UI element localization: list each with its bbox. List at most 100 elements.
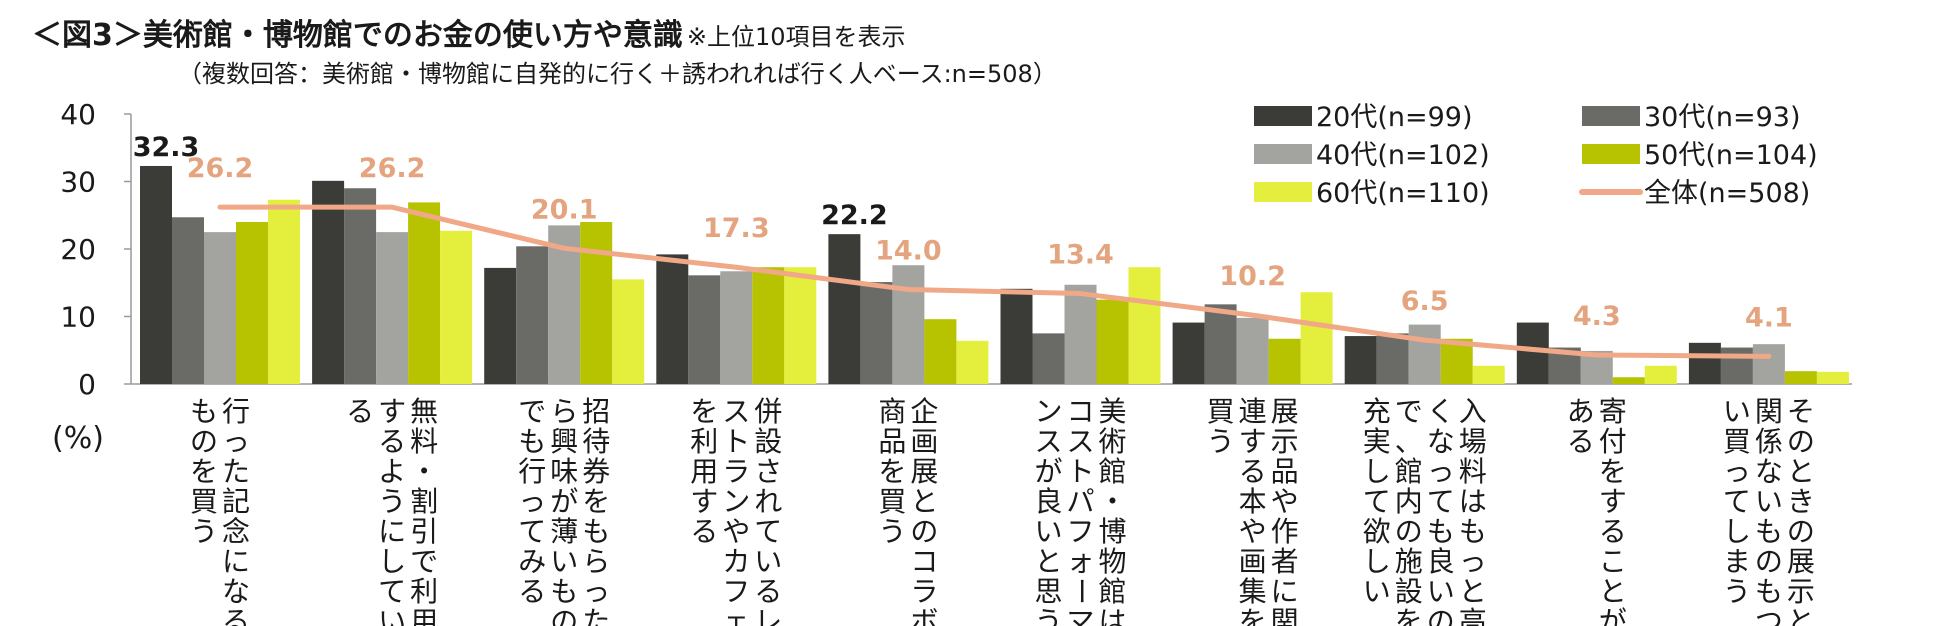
category-label-char: 展	[1271, 395, 1299, 428]
category-label-char: 併	[754, 395, 782, 428]
category-label-char: に	[222, 545, 250, 578]
category-label-char: で	[1395, 395, 1423, 428]
legend-label-4: 50代(n=104)	[1644, 140, 1818, 171]
bar-3-10	[1752, 344, 1785, 384]
category-label-char: 館	[1098, 455, 1126, 488]
total-data-label: 17.3	[703, 213, 770, 244]
category-label-char: き	[1787, 485, 1815, 518]
bar-data-label: 32.3	[133, 132, 200, 163]
category-label-char: し	[378, 545, 406, 578]
category-label-char: さ	[754, 455, 782, 488]
category-label-char: く	[1427, 395, 1455, 428]
category-label-char: う	[190, 515, 218, 548]
category-label-char: 買	[1723, 425, 1751, 458]
category-label-char: 展	[910, 455, 938, 488]
category-label-char: す	[1239, 425, 1267, 458]
bar-5-3	[612, 279, 645, 384]
category-label-char: 引	[410, 515, 438, 548]
category-label-char: 料	[410, 425, 438, 458]
category-label-char: 内	[1395, 485, 1423, 518]
category-label-char: っ	[582, 575, 610, 608]
bar-5-9	[1644, 365, 1677, 384]
category-label-char: こ	[1599, 545, 1627, 578]
category-label-char: と	[1034, 545, 1062, 578]
bar-3-5	[892, 265, 925, 384]
category-label-char: て	[754, 515, 782, 548]
category-label-char: で	[410, 545, 438, 578]
category-label-char: も	[1755, 575, 1783, 608]
category-label-char: 関	[1755, 395, 1783, 428]
bar-data-label: 22.2	[821, 200, 888, 231]
bar-5-10	[1816, 371, 1849, 384]
bar-1-4	[656, 254, 689, 384]
category-label-char: っ	[1427, 455, 1455, 488]
category-label-char: 待	[582, 425, 610, 458]
category-label-char: た	[222, 455, 250, 488]
category-label-char: 設	[754, 425, 782, 458]
category-label-char: い	[1755, 485, 1783, 518]
category-label-char: フ	[1066, 515, 1094, 548]
category-label-char: う	[1723, 575, 1751, 608]
bar-1-6	[1000, 288, 1033, 384]
category-label-char: 場	[1459, 425, 1487, 458]
category-label-char: ェ	[722, 605, 750, 626]
bar-3-2	[376, 232, 409, 384]
category-label-char: 美	[1098, 395, 1126, 428]
category-label-char: ン	[722, 485, 750, 518]
category-label-char: い	[550, 545, 578, 578]
category-label-char: ・	[1098, 485, 1126, 518]
category-label-char: 実	[1363, 425, 1391, 458]
category-label-char: は	[1459, 485, 1487, 518]
category-label-char: 企	[910, 395, 938, 428]
category-label-char: 係	[1755, 425, 1783, 458]
category-label-char: レ	[754, 605, 782, 626]
category-label-char: も	[582, 515, 610, 548]
chart-title-main: ＜図3＞美術館・博物館でのお金の使い方や意識	[32, 18, 683, 53]
category-label-char: う	[1034, 605, 1062, 626]
bar-4-7	[1268, 338, 1301, 384]
category-label-char: 用	[690, 455, 718, 488]
chart-title-note: ※上位10項目を表示	[686, 23, 906, 51]
category-label-char: も	[1755, 515, 1783, 548]
category-label-char: い	[1427, 575, 1455, 608]
category-label-char: 用	[410, 605, 438, 626]
category-label-char: 良	[1034, 485, 1062, 518]
category-label-char: な	[1427, 425, 1455, 458]
category-label-char: 付	[1599, 425, 1627, 458]
category-label-char: る	[1567, 425, 1595, 458]
category-label-char: て	[518, 515, 546, 548]
bar-2-5	[860, 282, 893, 384]
total-data-label: 26.2	[359, 153, 426, 184]
category-label-char: て	[1427, 485, 1455, 518]
category-label-char: す	[690, 485, 718, 518]
category-label-char: を	[1599, 455, 1627, 488]
category-label-char: る	[1239, 455, 1267, 488]
category-label-char: 品	[1271, 455, 1299, 488]
bar-2-2	[344, 188, 377, 384]
bar-2-8	[1376, 333, 1409, 384]
category-label-char: 集	[1239, 575, 1267, 608]
category-label-char: る	[378, 425, 406, 458]
bar-5-6	[1128, 267, 1161, 384]
category-label-char: 作	[1271, 515, 1299, 548]
category-label-char: の	[910, 515, 938, 548]
bar-2-10	[1720, 347, 1753, 384]
bar-5-7	[1300, 292, 1333, 384]
category-label-char: マ	[1066, 605, 1094, 626]
category-label-char: や	[1239, 515, 1267, 548]
category-label-char: つ	[1755, 605, 1783, 626]
category-label-char: や	[722, 515, 750, 548]
category-label-char: し	[1363, 455, 1391, 488]
bar-1-9	[1516, 322, 1549, 384]
category-label-char: 無	[410, 395, 438, 428]
category-label-char: ラ	[910, 575, 938, 608]
bar-1-3	[484, 267, 517, 384]
category-label-char: 商	[878, 395, 906, 428]
bar-3-1	[204, 232, 236, 384]
bar-1-7	[1172, 322, 1205, 384]
category-label-char: 施	[1395, 545, 1423, 578]
category-label-char: フ	[722, 575, 750, 608]
category-label-char: 買	[1207, 395, 1235, 428]
category-label-char: 品	[878, 425, 906, 458]
category-label-char: ボ	[910, 605, 938, 626]
